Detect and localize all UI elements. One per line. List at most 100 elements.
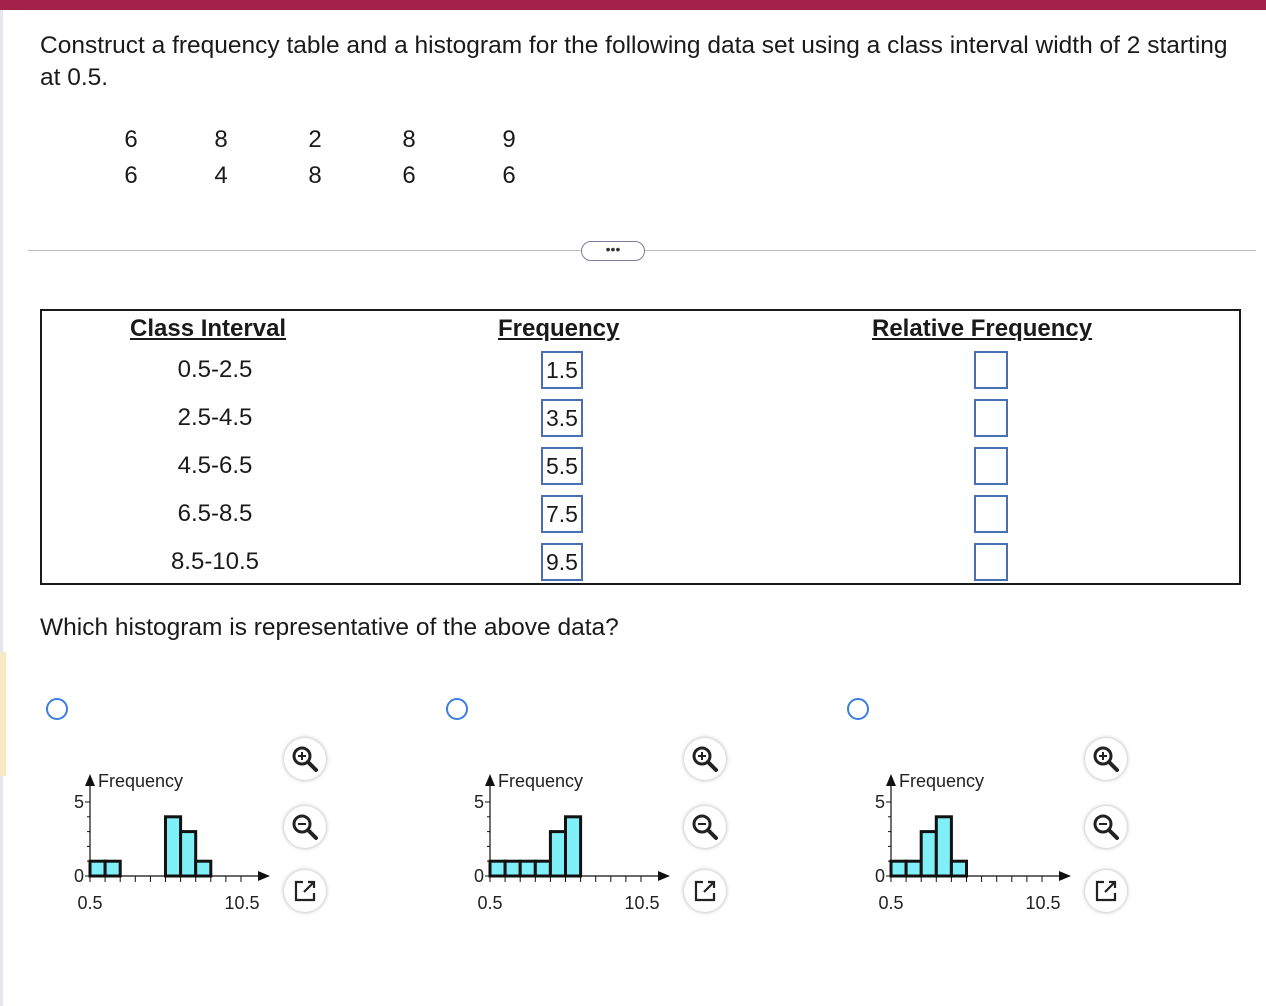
data-value: 8 [308, 162, 322, 189]
data-value: 6 [124, 162, 138, 189]
histogram-bar [533, 859, 552, 878]
y-axis-label: Frequency [498, 771, 583, 791]
y-axis-label: Frequency [98, 771, 183, 791]
y-tick-label-top: 5 [74, 792, 84, 812]
histogram-option-1: Frequency 5 0 0.5 10.5 [44, 690, 444, 930]
histogram-chart: Frequency 5 0 0.5 10.5 [875, 771, 1071, 913]
y-axis-arrow [485, 774, 495, 786]
option-radio-button[interactable] [446, 698, 468, 720]
y-tick-label-top: 5 [474, 792, 484, 812]
histogram-bar [919, 830, 938, 878]
histogram-bar [548, 830, 568, 878]
histogram-bar [164, 815, 183, 878]
open-in-new-window-icon [1095, 880, 1117, 902]
open-in-new-window-button[interactable] [284, 870, 326, 912]
zoom-out-button[interactable] [684, 806, 726, 848]
x-tick-label-start: 0.5 [878, 893, 903, 913]
x-tick-label-start: 0.5 [77, 893, 102, 913]
option-radio-button[interactable] [847, 698, 869, 720]
relative-frequency-input[interactable] [974, 495, 1008, 533]
y-axis-arrow [85, 774, 95, 786]
histogram-bar [934, 815, 953, 878]
histogram-option-3: Frequency 5 0 0.5 10.5 [845, 690, 1245, 930]
y-tick-label-bottom: 0 [74, 866, 84, 886]
x-axis-arrow [658, 871, 670, 881]
open-in-new-window-icon [694, 880, 716, 902]
left-current-part-marker [0, 652, 6, 776]
histogram-question: Which histogram is representative of the… [40, 614, 619, 641]
y-axis-arrow [886, 774, 896, 786]
histogram-chart: Frequency 5 0 0.5 10.5 [474, 771, 670, 913]
y-tick-label-bottom: 0 [474, 866, 484, 886]
zoom-in-button[interactable] [1085, 738, 1127, 780]
zoom-in-button[interactable] [284, 738, 326, 780]
y-axis-label: Frequency [899, 771, 984, 791]
y-tick-label-top: 5 [875, 792, 885, 812]
frequency-input[interactable] [541, 399, 583, 437]
frequency-input[interactable] [541, 543, 583, 581]
histogram-bar [889, 859, 908, 878]
data-value: 2 [308, 126, 322, 153]
class-interval-cell: 4.5-6.5 [177, 452, 253, 479]
x-axis-arrow [1059, 871, 1071, 881]
histogram-option-2: Frequency 5 0 0.5 10.5 [444, 690, 844, 930]
relative-frequency-input[interactable] [974, 447, 1008, 485]
data-value: 8 [214, 126, 228, 153]
relative-frequency-input[interactable] [974, 543, 1008, 581]
histogram-chart: Frequency 5 0 0.5 10.5 [74, 771, 270, 913]
y-tick-label-bottom: 0 [875, 866, 885, 886]
histogram-bar [949, 859, 969, 878]
open-in-new-window-button[interactable] [1085, 870, 1127, 912]
frequency-input[interactable] [541, 447, 583, 485]
question-text: Construct a frequency table and a histog… [40, 32, 1228, 91]
option-radio-button[interactable] [46, 698, 68, 720]
zoom-in-icon [292, 746, 318, 772]
frequency-table: Class Interval Frequency Relative Freque… [40, 309, 1241, 585]
x-tick-label-end: 10.5 [624, 893, 659, 913]
open-in-new-window-icon [294, 880, 316, 902]
relative-frequency-input[interactable] [974, 399, 1008, 437]
data-value: 6 [124, 126, 138, 153]
data-set-grid: 6 8 2 8 9 6 4 8 6 6 [0, 120, 700, 200]
x-axis-arrow [258, 871, 270, 881]
histogram-bar [503, 859, 522, 878]
x-tick-label-end: 10.5 [1025, 893, 1060, 913]
frequency-input[interactable] [541, 351, 583, 389]
zoom-in-icon [1093, 746, 1119, 772]
relative-frequency-input[interactable] [974, 351, 1008, 389]
header-class-interval: Class Interval [130, 315, 287, 342]
class-interval-cell: 6.5-8.5 [177, 500, 253, 527]
left-border [0, 10, 3, 1006]
more-options-button[interactable]: ••• [581, 241, 645, 261]
histogram-bar [194, 859, 213, 878]
histogram-bar [103, 859, 122, 878]
histogram-bar [179, 830, 198, 878]
frequency-input[interactable] [541, 495, 583, 533]
data-value: 8 [402, 126, 416, 153]
histogram-bar [904, 859, 923, 878]
data-value: 9 [502, 126, 516, 153]
top-accent-bar [0, 0, 1266, 10]
histogram-bar [518, 859, 537, 878]
class-interval-cell: 0.5-2.5 [177, 356, 253, 383]
data-value: 6 [402, 162, 416, 189]
open-in-new-window-button[interactable] [684, 870, 726, 912]
histogram-bar [488, 859, 507, 878]
header-frequency: Frequency [498, 315, 620, 342]
histogram-bar [564, 815, 583, 878]
zoom-in-icon [692, 746, 718, 772]
data-value: 6 [502, 162, 516, 189]
class-interval-cell: 8.5-10.5 [170, 548, 260, 575]
zoom-out-icon [292, 814, 318, 840]
x-tick-label-end: 10.5 [224, 893, 259, 913]
zoom-out-icon [1093, 814, 1119, 840]
x-tick-label-start: 0.5 [477, 893, 502, 913]
header-relative-frequency: Relative Frequency [872, 315, 1093, 342]
data-value: 4 [214, 162, 228, 189]
zoom-out-button[interactable] [1085, 806, 1127, 848]
histogram-bar [88, 859, 107, 878]
zoom-in-button[interactable] [684, 738, 726, 780]
zoom-out-icon [692, 814, 718, 840]
zoom-out-button[interactable] [284, 806, 326, 848]
class-interval-cell: 2.5-4.5 [177, 404, 253, 431]
